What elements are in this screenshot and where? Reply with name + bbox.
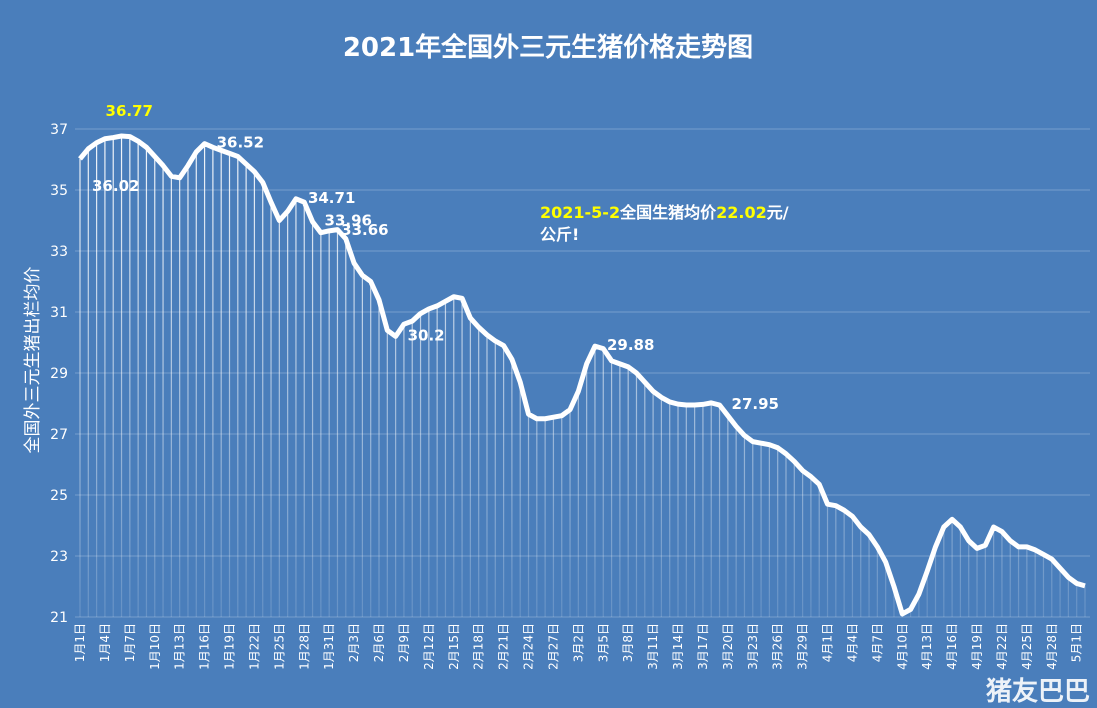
- x-tick-label: 1月31日: [322, 623, 336, 670]
- x-tick-label: 4月1日: [821, 623, 835, 662]
- annotation-part: 全国生猪均价: [619, 203, 717, 222]
- x-tick-label: 3月17日: [696, 623, 710, 670]
- annotation-part: 元/: [767, 203, 789, 222]
- x-tick-label: 4月4日: [845, 623, 859, 662]
- annotation: 2021-5-2全国生猪均价22.02元/公斤!: [540, 203, 789, 244]
- x-tick-label: 1月10日: [148, 623, 162, 670]
- y-tick-label: 33: [50, 244, 68, 260]
- x-tick-label: 4月7日: [870, 623, 884, 662]
- x-tick-label: 3月5日: [596, 623, 610, 662]
- x-tick-label: 1月1日: [73, 623, 87, 662]
- x-tick-label: 4月19日: [970, 623, 984, 670]
- x-tick-label: 2月15日: [447, 623, 461, 670]
- x-tick-label: 3月11日: [646, 623, 660, 670]
- x-tick-label: 3月14日: [671, 623, 685, 670]
- x-tick-label: 3月8日: [621, 623, 635, 662]
- x-tick-label: 5月1日: [1070, 623, 1084, 662]
- y-tick-label: 29: [50, 366, 68, 382]
- y-tick-label: 37: [50, 122, 68, 138]
- data-label: 36.52: [217, 134, 264, 152]
- x-tick-label: 3月23日: [746, 623, 760, 670]
- x-tick-label: 1月22日: [247, 623, 261, 670]
- y-axis-title: 全国外三元生猪出栏均价: [23, 267, 43, 454]
- x-tick-label: 3月26日: [771, 623, 785, 670]
- x-tick-label: 1月16日: [198, 623, 212, 670]
- y-tick-label: 25: [50, 488, 68, 504]
- x-tick-label: 2月12日: [422, 623, 436, 670]
- x-tick-label: 4月28日: [1045, 623, 1059, 670]
- data-label: 34.71: [308, 189, 355, 207]
- x-tick-label: 3月29日: [796, 623, 810, 670]
- data-label: 33.96: [325, 212, 372, 230]
- y-tick-label: 27: [50, 427, 68, 443]
- y-tick-label: 35: [50, 183, 68, 199]
- data-label: 36.02: [92, 177, 139, 195]
- x-tick-label: 2月3日: [347, 623, 361, 662]
- price-line: [78, 133, 1086, 617]
- annotation-part: 22.02: [716, 203, 767, 222]
- chart-title: 2021年全国外三元生猪价格走势图: [343, 32, 753, 63]
- x-tick-label: 3月2日: [571, 623, 585, 662]
- annotation-part: 公斤!: [540, 225, 579, 244]
- x-tick-label: 2月21日: [497, 623, 511, 670]
- x-tick-label: 1月19日: [223, 623, 237, 670]
- data-label: 30.2: [408, 326, 445, 344]
- x-tick-label: 2月27日: [546, 623, 560, 670]
- x-tick-label: 4月25日: [1020, 623, 1034, 670]
- data-label: 36.77: [106, 102, 153, 120]
- x-tick-label: 2月18日: [472, 623, 486, 670]
- x-tick-label: 4月22日: [995, 623, 1009, 670]
- x-tick-label: 4月10日: [895, 623, 909, 670]
- x-tick-label: 2月24日: [522, 623, 536, 670]
- x-tick-label: 3月20日: [721, 623, 735, 670]
- data-label: 29.88: [607, 336, 654, 354]
- data-label: 33.66: [341, 221, 388, 239]
- x-tick-label: 4月16日: [945, 623, 959, 670]
- y-tick-label: 31: [50, 305, 68, 321]
- x-tick-label: 2月6日: [372, 623, 386, 662]
- annotation-part: 2021-5-2: [540, 203, 620, 222]
- x-tick-label: 1月13日: [173, 623, 187, 670]
- x-tick-label: 1月28日: [297, 623, 311, 670]
- x-tick-label: 1月7日: [123, 623, 137, 662]
- y-tick-label: 21: [50, 610, 68, 626]
- data-label: 27.95: [732, 395, 779, 413]
- x-tick-label: 1月4日: [98, 623, 112, 662]
- x-tick-label: 1月25日: [272, 623, 286, 670]
- watermark: 猪友巴巴: [986, 677, 1090, 707]
- y-tick-label: 23: [50, 549, 68, 565]
- x-tick-label: 4月13日: [920, 623, 934, 670]
- x-tick-label: 2月9日: [397, 623, 411, 662]
